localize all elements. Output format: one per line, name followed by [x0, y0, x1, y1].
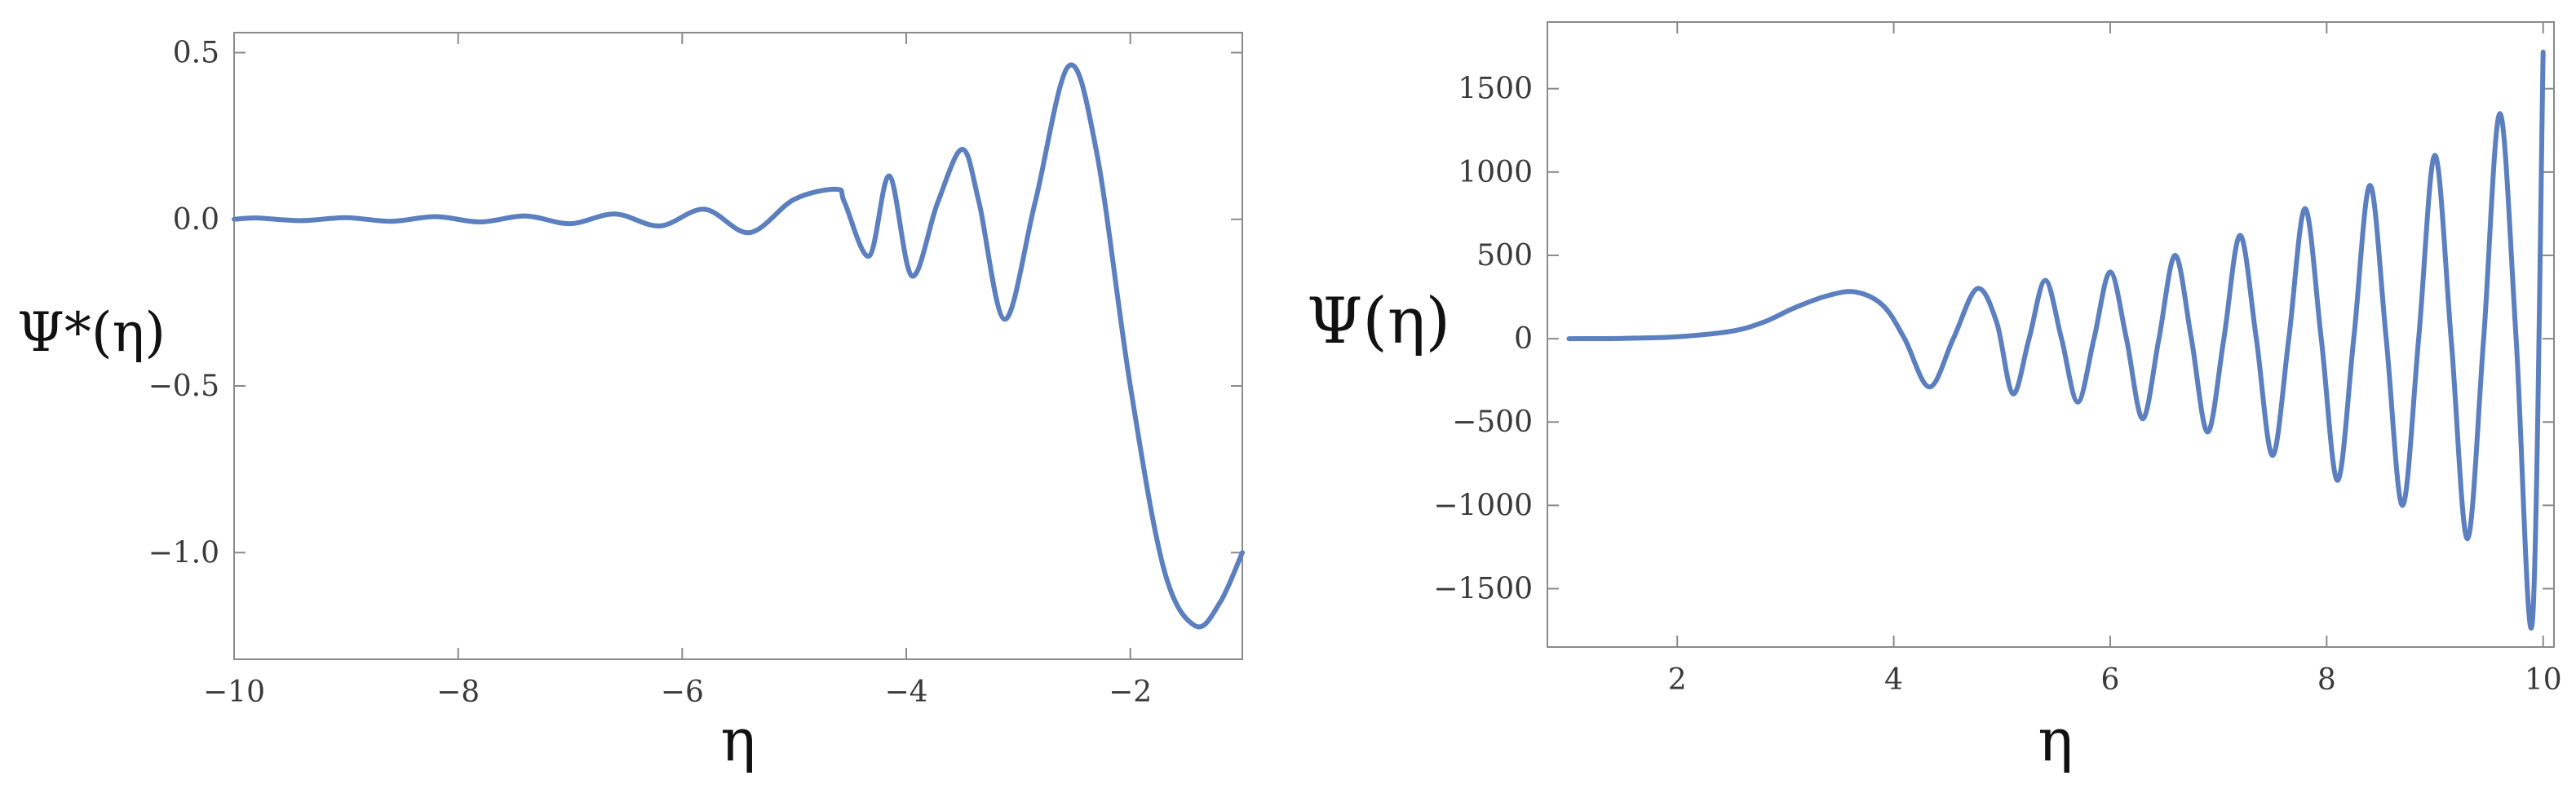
right-panel: 2 4 6 8 10 1500 1000 500 0 −500 −1000 −1500 η Ψ(η) [1307, 21, 2562, 774]
right-plot-frame [1547, 21, 2555, 648]
left-panel: −10 −8 −6 −4 −2 0.5 0.0 −0.5 −1.0 η Ψ*(η) [17, 32, 1245, 774]
left-x-tick-label: −2 [1109, 676, 1152, 709]
left-tick-labels: −10 −8 −6 −4 −2 0.5 0.0 −0.5 −1.0 [148, 37, 1153, 709]
right-series-line [1566, 49, 2546, 631]
right-x-tick-label: 4 [1884, 663, 1903, 697]
left-x-tick-label: −8 [436, 676, 480, 709]
left-y-tick-label: 0.5 [173, 37, 219, 70]
right-y-tick-label: 500 [1476, 239, 1533, 273]
right-x-tick-label: 8 [2317, 663, 2336, 697]
right-x-axis-title: η [2038, 706, 2073, 774]
right-y-tick-label: −1500 [1433, 573, 1533, 606]
right-y-tick-label: 1000 [1458, 156, 1533, 189]
left-x-axis-title: η [720, 706, 755, 774]
right-x-tick-label: 6 [2101, 663, 2120, 697]
left-x-tick-label: −4 [884, 676, 927, 709]
right-y-axis-title: Ψ(η) [1307, 285, 1450, 358]
right-y-tick-label: −1000 [1433, 489, 1533, 522]
right-y-tick-label: −500 [1452, 406, 1533, 439]
right-x-tick-label: 10 [2525, 663, 2562, 697]
left-plot-frame [233, 32, 1243, 660]
right-tick-labels: 2 4 6 8 10 1500 1000 500 0 −500 −1000 −1500 [1433, 73, 2561, 697]
right-y-tick-label: 0 [1514, 322, 1533, 356]
left-y-tick-label: −1.0 [148, 536, 219, 570]
left-y-axis-title: Ψ*(η) [17, 301, 166, 364]
left-y-tick-label: −0.5 [148, 370, 219, 403]
left-y-tick-label: 0.0 [173, 203, 219, 237]
left-x-tick-label: −6 [661, 676, 704, 709]
right-x-tick-label: 2 [1668, 663, 1687, 697]
left-x-tick-label: −10 [203, 676, 265, 709]
right-y-tick-label: 1500 [1458, 73, 1533, 106]
left-series-line [232, 62, 1245, 630]
right-ticks [1547, 22, 2554, 647]
